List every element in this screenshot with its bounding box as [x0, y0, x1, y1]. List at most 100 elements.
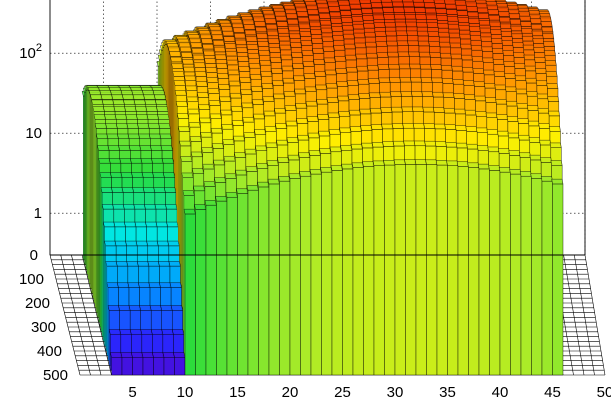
- bar-top: [352, 23, 365, 30]
- bar-top: [455, 4, 468, 11]
- bar-top: [542, 33, 555, 39]
- bar-top: [192, 54, 205, 61]
- bar-top: [513, 63, 526, 69]
- bar-top: [117, 282, 130, 288]
- bars-layer: [81, 0, 564, 376]
- floor-col-48: [563, 254, 585, 376]
- bar-top: [303, 73, 316, 79]
- bar-top: [503, 61, 516, 67]
- bar-top: [255, 26, 268, 33]
- bar-top: [476, 7, 489, 13]
- bar-top: [401, 106, 414, 112]
- bar-top: [487, 146, 500, 152]
- bar-top: [431, 77, 444, 83]
- bar-top: [119, 158, 132, 164]
- bar-top: [132, 187, 145, 193]
- y-tick-label-4: 400: [37, 343, 62, 360]
- bar-top: [116, 123, 129, 129]
- bar-top: [179, 46, 192, 52]
- bar: [384, 164, 396, 376]
- bar-top: [152, 352, 165, 358]
- bar-top: [167, 240, 180, 247]
- bar-top: [483, 83, 496, 89]
- bar-top: [490, 29, 503, 35]
- bar-top: [531, 30, 544, 36]
- bar-top: [174, 90, 187, 96]
- bar-top: [412, 123, 425, 129]
- bar-top: [111, 187, 124, 193]
- bar-top: [153, 187, 166, 193]
- bar: [457, 166, 469, 376]
- bar: [520, 176, 532, 376]
- bar-top: [294, 88, 307, 95]
- bar-top: [272, 93, 286, 99]
- bar-top: [344, 54, 357, 61]
- bar-top: [253, 21, 267, 27]
- bar-top: [343, 43, 356, 50]
- bar-top: [391, 123, 404, 129]
- bar-top: [461, 67, 474, 73]
- bar-top: [199, 33, 213, 40]
- bar-top: [340, 145, 353, 151]
- bar: [510, 173, 522, 376]
- bar-top: [312, 48, 325, 54]
- bar-top: [478, 20, 491, 26]
- bar-top: [235, 169, 248, 176]
- bar-top: [351, 162, 364, 168]
- bar-top: [296, 11, 309, 17]
- y-tick-label-2: 200: [25, 295, 50, 312]
- bar-top: [239, 77, 252, 83]
- bar-top: [173, 352, 186, 358]
- bar-top: [372, 160, 385, 166]
- bar-top: [218, 84, 231, 90]
- bar: [237, 193, 249, 376]
- bar-top: [491, 48, 504, 54]
- bar-top: [318, 130, 331, 137]
- bar-top: [461, 54, 473, 61]
- bar-top: [368, 92, 381, 98]
- bar-top: [454, 0, 467, 6]
- bar-top: [145, 106, 158, 112]
- bar-top: [190, 42, 203, 48]
- bar-top: [397, 51, 410, 57]
- bar-top: [407, 40, 420, 46]
- bar-top: [458, 25, 471, 31]
- z-tick-label-2: 102: [19, 42, 42, 62]
- bar-top: [537, 108, 550, 114]
- bar-top: [532, 38, 545, 44]
- bar-top: [153, 94, 167, 100]
- bar-top: [122, 94, 135, 100]
- bar-top: [100, 187, 113, 193]
- bar-top: [287, 154, 300, 161]
- bar-top: [512, 42, 525, 48]
- bar-top: [349, 3, 362, 10]
- bar-top: [320, 27, 333, 34]
- bar: [363, 166, 375, 376]
- bar-top: [227, 69, 240, 76]
- bar-top: [548, 126, 561, 132]
- bar-top: [103, 221, 116, 228]
- bar-top: [149, 305, 162, 311]
- bar-top: [327, 1, 340, 7]
- bar-top: [141, 172, 155, 178]
- bar-top: [307, 9, 320, 15]
- bar-top: [222, 30, 235, 37]
- bar-top: [413, 1, 426, 8]
- bar-top: [517, 118, 530, 124]
- bar-top: [414, 159, 427, 165]
- bar-top: [161, 158, 175, 164]
- x-tick-label-7: 40: [492, 384, 509, 401]
- bar-top: [212, 159, 226, 166]
- bar-top: [417, 40, 430, 47]
- bar-top: [189, 37, 202, 44]
- bar-top: [204, 58, 217, 64]
- bar-top: [106, 282, 119, 288]
- bar-top: [330, 165, 343, 171]
- bar-top: [256, 163, 269, 169]
- bar-top: [257, 41, 270, 47]
- bar-top: [365, 53, 378, 59]
- bar-top: [308, 150, 321, 156]
- bar-top: [471, 56, 484, 62]
- bar-top: [115, 261, 129, 267]
- bar-top: [135, 240, 149, 247]
